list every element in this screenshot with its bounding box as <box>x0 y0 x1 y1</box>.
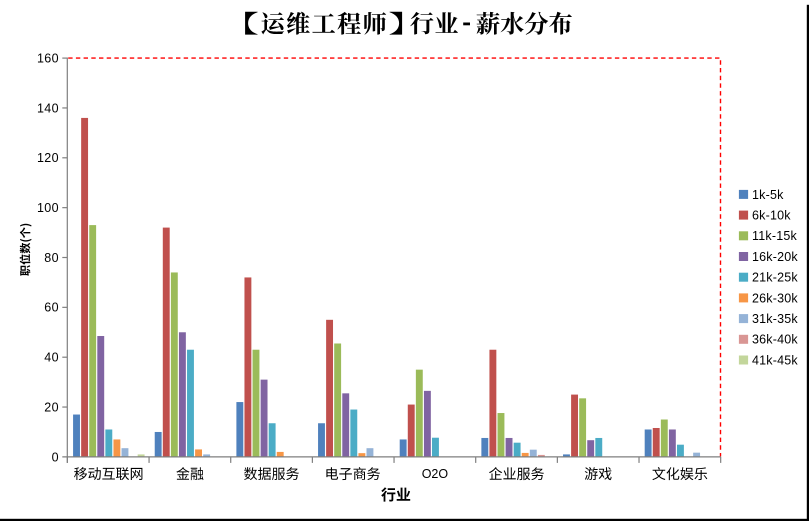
svg-text:40: 40 <box>44 351 59 365</box>
svg-text:20: 20 <box>44 400 59 414</box>
svg-text:36k-40k: 36k-40k <box>752 333 798 347</box>
svg-text:60: 60 <box>44 301 59 315</box>
svg-text:21k-25k: 21k-25k <box>752 271 798 285</box>
svg-text:140: 140 <box>37 101 59 115</box>
svg-text:0: 0 <box>52 450 59 464</box>
svg-text:11k-15k: 11k-15k <box>752 229 797 243</box>
svg-text:120: 120 <box>37 151 59 165</box>
svg-text:41k-45k: 41k-45k <box>752 353 798 367</box>
svg-text:160: 160 <box>37 51 59 65</box>
svg-text:31k-35k: 31k-35k <box>752 312 798 326</box>
svg-text:80: 80 <box>44 251 59 265</box>
svg-text:1k-5k: 1k-5k <box>752 188 784 202</box>
svg-text:100: 100 <box>37 201 59 215</box>
svg-text:16k-20k: 16k-20k <box>752 250 798 264</box>
svg-text:6k-10k: 6k-10k <box>752 209 791 223</box>
svg-text:O2O: O2O <box>422 467 449 481</box>
svg-text:26k-30k: 26k-30k <box>752 291 798 305</box>
